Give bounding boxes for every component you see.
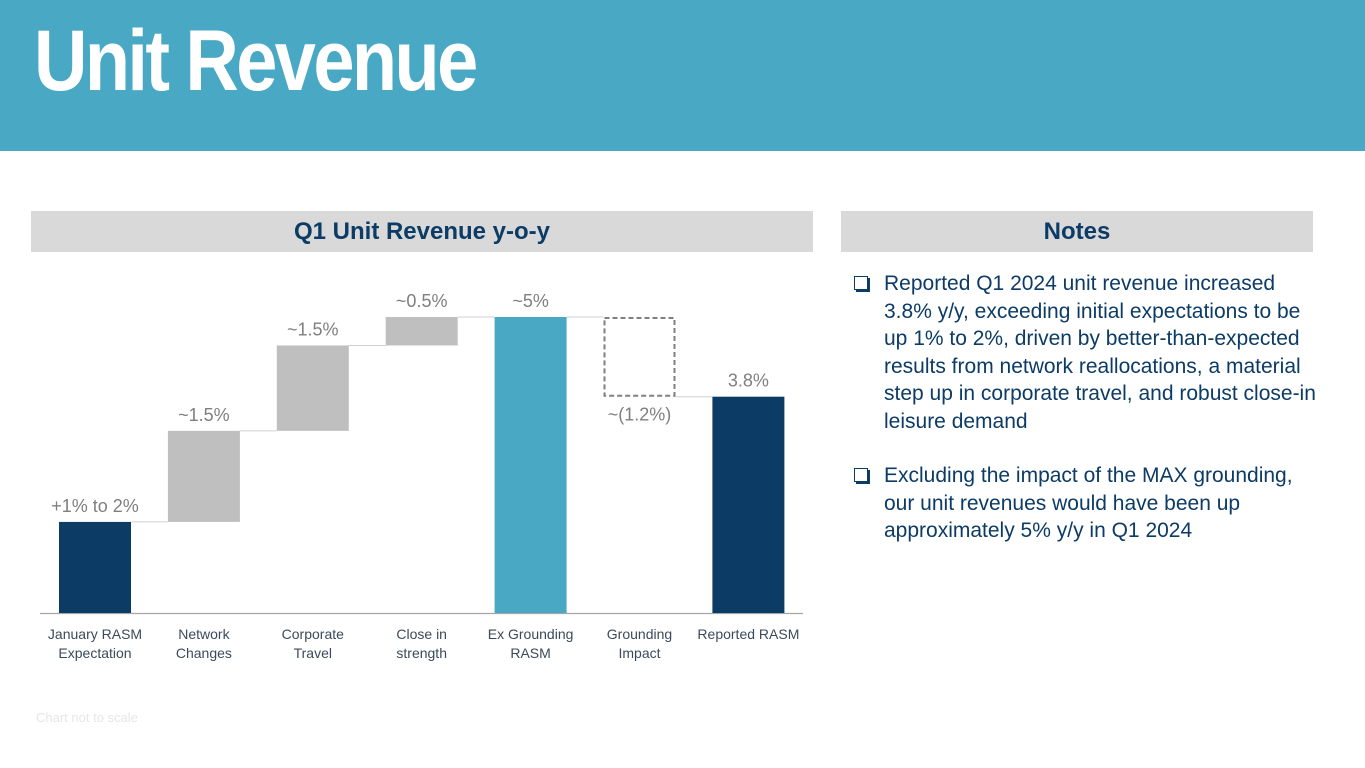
- category-label: RASM: [510, 645, 550, 661]
- bar-6: [712, 396, 785, 613]
- bar-value-label: ~1.5%: [287, 319, 339, 339]
- checkbox-bullet-icon: [854, 468, 868, 482]
- page-title: Unit Revenue: [34, 13, 478, 109]
- chart-footnote: Chart not to scale: [36, 710, 138, 725]
- category-label: Impact: [618, 645, 660, 661]
- category-label: strength: [396, 645, 447, 661]
- bar-value-label: ~0.5%: [396, 291, 448, 311]
- bar-value-label: +1% to 2%: [51, 496, 139, 516]
- category-label: Changes: [176, 645, 232, 661]
- category-label: Reported RASM: [697, 626, 799, 642]
- note-item: Reported Q1 2024 unit revenue increased …: [850, 270, 1320, 435]
- note-text: Reported Q1 2024 unit revenue increased …: [884, 272, 1316, 433]
- category-label: Ex Grounding: [488, 626, 574, 642]
- waterfall-chart: +1% to 2% January RASM Expectation ~1.5% Net…: [40, 291, 803, 661]
- chart-panel-title: Q1 Unit Revenue y-o-y: [31, 211, 813, 252]
- category-label: Network: [178, 626, 230, 642]
- checkbox-bullet-icon: [854, 276, 868, 290]
- category-label: Grounding: [607, 626, 672, 642]
- category-label: January RASM: [48, 626, 142, 642]
- note-text: Excluding the impact of the MAX groundin…: [884, 464, 1293, 542]
- bar-2: [276, 345, 349, 431]
- bar-value-label: ~1.5%: [178, 405, 230, 425]
- bar-3: [385, 317, 458, 346]
- bar-value-label: 3.8%: [728, 371, 769, 391]
- bar-value-label: ~(1.2%): [608, 405, 672, 425]
- category-label: Close in: [396, 626, 447, 642]
- bar-4: [494, 317, 567, 613]
- notes-list: Reported Q1 2024 unit revenue increased …: [850, 270, 1320, 572]
- category-label: Travel: [294, 645, 332, 661]
- category-label: Expectation: [58, 645, 131, 661]
- bar-value-label: ~5%: [512, 291, 549, 311]
- bar-0: [59, 521, 131, 613]
- bar-1: [167, 430, 240, 522]
- notes-panel-title: Notes: [841, 211, 1313, 252]
- note-item: Excluding the impact of the MAX groundin…: [850, 462, 1320, 545]
- category-label: Corporate: [282, 626, 344, 642]
- bar-grounding-impact: [603, 317, 676, 397]
- header-banner: Unit Revenue: [0, 0, 1365, 151]
